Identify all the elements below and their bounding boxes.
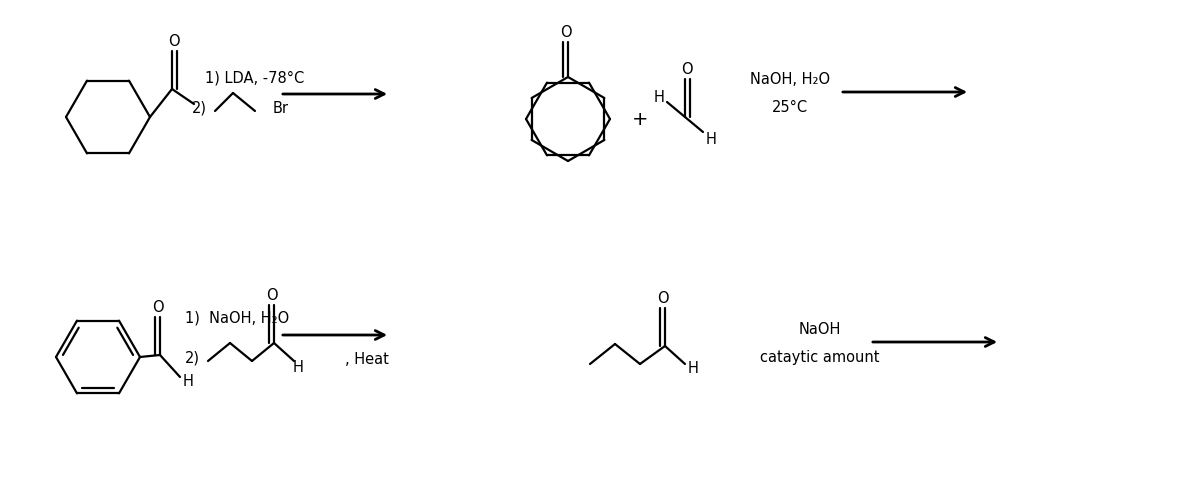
Text: , Heat: , Heat: [346, 352, 389, 367]
Text: H: H: [654, 90, 665, 105]
Text: O: O: [152, 300, 164, 315]
Text: O: O: [168, 35, 180, 49]
Text: 1) LDA, -78°C: 1) LDA, -78°C: [205, 70, 305, 85]
Text: NaOH, H₂O: NaOH, H₂O: [750, 72, 830, 87]
Text: H: H: [293, 360, 304, 375]
Text: +: +: [631, 110, 648, 129]
Text: H: H: [706, 132, 716, 147]
Text: H: H: [688, 361, 698, 376]
Text: 2): 2): [185, 350, 200, 365]
Text: 2): 2): [192, 101, 208, 115]
Text: 25°C: 25°C: [772, 101, 808, 115]
Text: O: O: [266, 288, 278, 303]
Text: O: O: [682, 62, 692, 77]
Text: NaOH: NaOH: [799, 322, 841, 337]
Text: O: O: [658, 291, 668, 306]
Text: cataytic amount: cataytic amount: [761, 350, 880, 365]
Text: Br: Br: [274, 102, 289, 116]
Text: O: O: [560, 25, 572, 41]
Text: H: H: [182, 374, 193, 389]
Text: 1)  NaOH, H₂O: 1) NaOH, H₂O: [185, 310, 289, 325]
